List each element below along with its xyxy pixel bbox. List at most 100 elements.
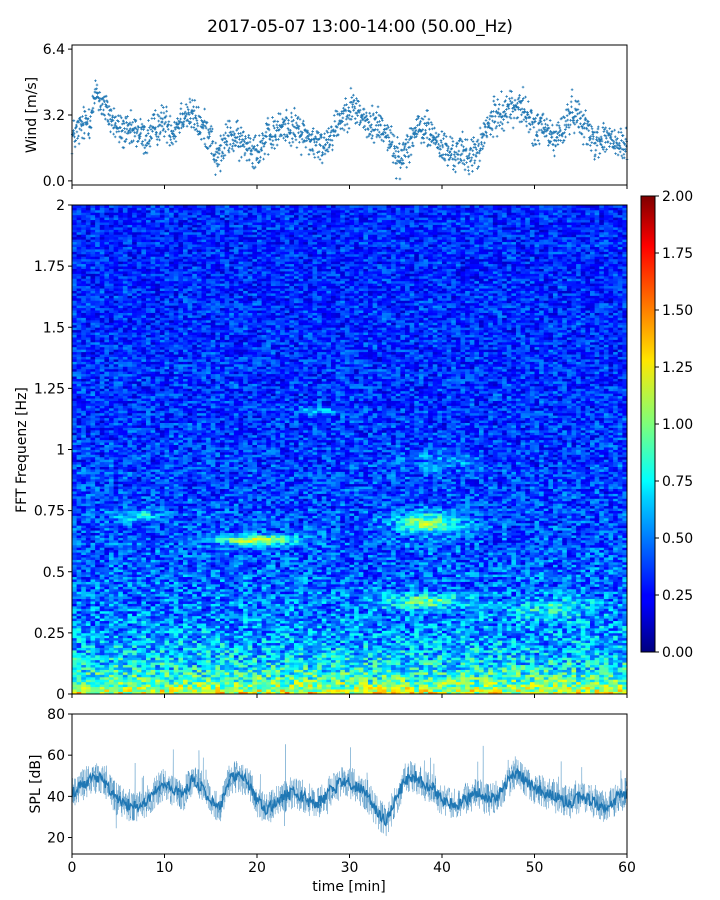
heatmap-cell — [100, 440, 105, 443]
heatmap-cell — [123, 369, 128, 372]
heatmap-cell — [77, 428, 82, 431]
heatmap-cell — [141, 535, 146, 538]
heatmap-cell — [104, 508, 109, 511]
heatmap-cell — [118, 562, 123, 565]
heatmap-cell — [77, 635, 82, 638]
heatmap-cell — [123, 662, 128, 665]
heatmap-cell — [137, 210, 142, 213]
heatmap-cell — [81, 574, 86, 577]
heatmap-cell — [137, 359, 142, 362]
heatmap-cell — [114, 552, 119, 555]
heatmap-cell — [86, 542, 91, 545]
heatmap-cell — [91, 371, 96, 374]
heatmap-cell — [118, 496, 123, 499]
heatmap-cell — [123, 442, 128, 445]
heatmap-cell — [128, 357, 133, 360]
heatmap-cell — [114, 325, 119, 328]
heatmap-cell — [95, 217, 100, 220]
heatmap-cell — [141, 459, 146, 462]
heatmap-cell — [137, 506, 142, 509]
heatmap-cell — [95, 364, 100, 367]
heatmap-cell — [118, 650, 123, 653]
heatmap-cell — [118, 229, 123, 232]
heatmap-cell — [128, 484, 133, 487]
heatmap-cell — [114, 408, 119, 411]
heatmap-cell — [118, 308, 123, 311]
heatmap-cell — [141, 501, 146, 504]
heatmap-cell — [72, 300, 77, 303]
heatmap-cell — [95, 601, 100, 604]
heatmap-cell — [137, 423, 142, 426]
heatmap-cell — [86, 557, 91, 560]
heatmap-cell — [100, 557, 105, 560]
heatmap-cell — [95, 357, 100, 360]
heatmap-cell — [118, 648, 123, 651]
heatmap-cell — [86, 670, 91, 673]
heatmap-cell — [123, 344, 128, 347]
heatmap-cell — [72, 242, 77, 245]
heatmap-cell — [128, 604, 133, 607]
heatmap-cell — [81, 538, 86, 541]
heatmap-cell — [114, 374, 119, 377]
heatmap-cell — [77, 560, 82, 563]
heatmap-cell — [123, 506, 128, 509]
heatmap-cell — [77, 244, 82, 247]
heatmap-cell — [104, 418, 109, 421]
heatmap-cell — [128, 459, 133, 462]
heatmap-cell — [72, 271, 77, 274]
heatmap-cell — [109, 266, 114, 269]
heatmap-cell — [137, 525, 142, 528]
heatmap-cell — [72, 476, 77, 479]
heatmap-cell — [77, 335, 82, 338]
heatmap-cell — [77, 577, 82, 580]
heatmap-cell — [123, 516, 128, 519]
heatmap-cell — [109, 442, 114, 445]
heatmap-cell — [128, 562, 133, 565]
heatmap-cell — [104, 467, 109, 470]
heatmap-cell — [132, 674, 137, 677]
heatmap-cell — [77, 650, 82, 653]
heatmap-cell — [86, 608, 91, 611]
heatmap-cell — [91, 618, 96, 621]
wind-ytick-label: 3.2 — [43, 108, 65, 124]
heatmap-cell — [137, 628, 142, 631]
heatmap-cell — [132, 545, 137, 548]
heatmap-cell — [128, 435, 133, 438]
heatmap-cell — [118, 347, 123, 350]
heatmap-cell — [81, 655, 86, 658]
heatmap-cell — [77, 545, 82, 548]
heatmap-cell — [86, 371, 91, 374]
heatmap-cell — [81, 577, 86, 580]
heatmap-cell — [137, 533, 142, 536]
heatmap-cell — [118, 447, 123, 450]
heatmap-cell — [128, 672, 133, 675]
heatmap-cell — [141, 335, 146, 338]
heatmap-cell — [100, 618, 105, 621]
heatmap-cell — [114, 623, 119, 626]
heatmap-cell — [77, 298, 82, 301]
heatmap-cell — [109, 542, 114, 545]
heatmap-cell — [128, 386, 133, 389]
heatmap-cell — [81, 308, 86, 311]
heatmap-cell — [86, 547, 91, 550]
heatmap-cell — [123, 596, 128, 599]
heatmap-cell — [128, 630, 133, 633]
heatmap-cell — [95, 278, 100, 281]
heatmap-cell — [128, 310, 133, 313]
heatmap-cell — [91, 330, 96, 333]
heatmap-cell — [100, 388, 105, 391]
heatmap-cell — [141, 572, 146, 575]
heatmap-cell — [104, 498, 109, 501]
heatmap-cell — [100, 327, 105, 330]
heatmap-cell — [81, 582, 86, 585]
heatmap-cell — [104, 579, 109, 582]
heatmap-cell — [132, 679, 137, 682]
heatmap-cell — [72, 393, 77, 396]
heatmap-cell — [114, 295, 119, 298]
heatmap-cell — [128, 508, 133, 511]
heatmap-cell — [132, 288, 137, 291]
heatmap-cell — [109, 396, 114, 399]
heatmap-cell — [91, 648, 96, 651]
heatmap-cell — [132, 418, 137, 421]
heatmap-cell — [72, 364, 77, 367]
